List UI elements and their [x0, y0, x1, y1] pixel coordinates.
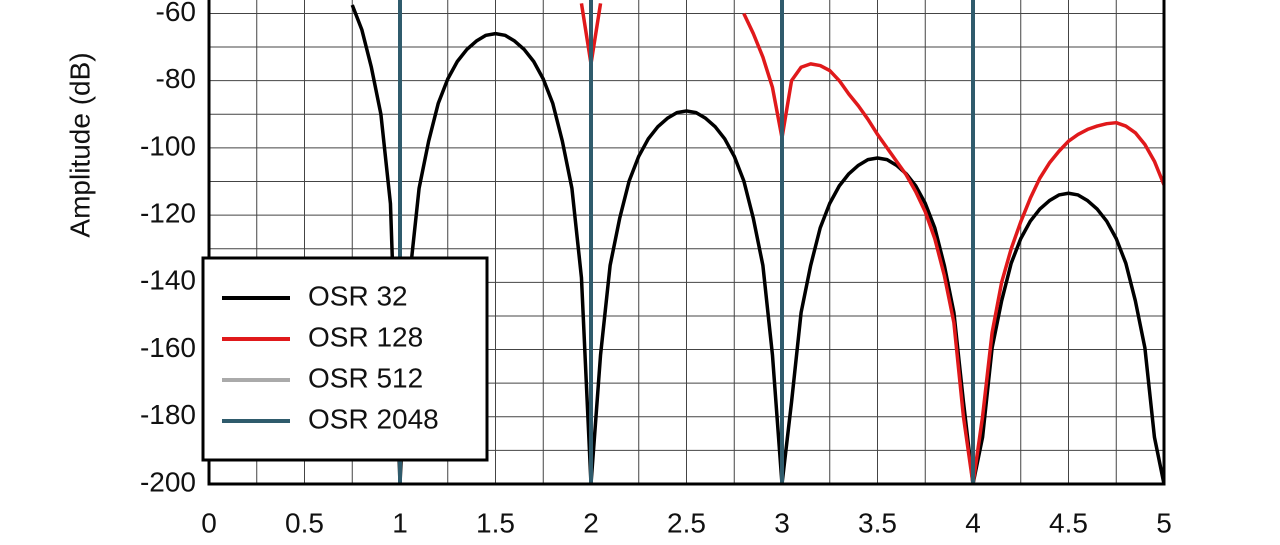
- series-line: [398, 0, 975, 484]
- y-tick-label: -60: [156, 0, 196, 27]
- legend-label: OSR 128: [308, 321, 423, 352]
- y-tick-label: -200: [140, 466, 196, 497]
- x-tick-label: 1.5: [476, 507, 515, 538]
- x-tick-label: 4: [965, 507, 981, 538]
- series-line: [350, 4, 1164, 484]
- y-tick-label: -100: [140, 130, 196, 161]
- legend-box: [201, 256, 489, 462]
- x-tick-label: 5: [1156, 507, 1172, 538]
- y-tick-label: -80: [156, 63, 196, 94]
- legend-label: OSR 2048: [308, 403, 439, 434]
- legend-label: OSR 512: [308, 362, 423, 393]
- plot-frame: [207, 0, 1166, 486]
- x-tick-label: 1: [392, 507, 408, 538]
- legend: OSR 32 OSR 128 OSR 512 OSR 2048: [201, 256, 489, 462]
- y-tick-label: -180: [140, 399, 196, 430]
- y-tick-label: -140: [140, 265, 196, 296]
- x-tick-label: 2.5: [667, 507, 706, 538]
- x-tick-label: 0.5: [285, 507, 324, 538]
- plot-lines: [350, 0, 1164, 484]
- x-tick-label: 3: [774, 507, 790, 538]
- x-tick-label: 4.5: [1049, 507, 1088, 538]
- x-tick-label: 0: [201, 507, 217, 538]
- x-tick-label: 3.5: [858, 507, 897, 538]
- y-tick-label: -120: [140, 198, 196, 229]
- legend-label: OSR 32: [308, 280, 408, 311]
- y-tick-label: -160: [140, 332, 196, 363]
- y-axis-label: Amplitude (dB): [64, 52, 95, 237]
- tick-labels: 0 0.5 1 1.5 2 2.5 3 3.5 4 4.5 5 -200 -180 -160 -140 -12…: [140, 0, 1172, 538]
- x-tick-label: 2: [583, 507, 599, 538]
